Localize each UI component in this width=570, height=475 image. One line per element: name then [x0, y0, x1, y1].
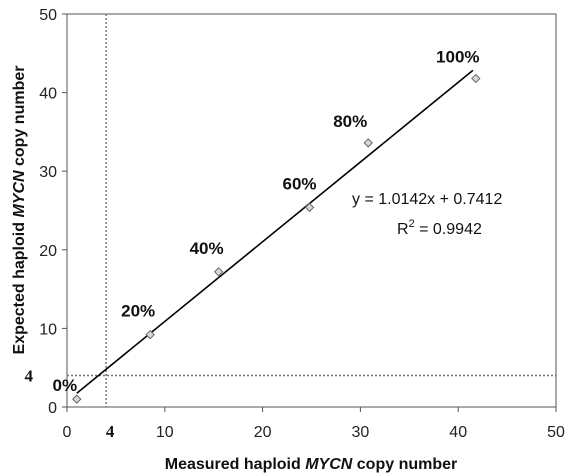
data-point	[145, 329, 155, 340]
y-axis-ticks: 0 10 20 30 40 50	[39, 7, 67, 417]
x-tick-label: 50	[547, 424, 565, 441]
plot-area	[66, 13, 557, 408]
data-point	[72, 394, 82, 404]
y-tick-label: 40	[39, 86, 57, 103]
x-axis-ticks: 0 10 20 30 40 50	[63, 407, 565, 441]
point-label: 0%	[52, 376, 77, 395]
x-tick-label: 20	[254, 424, 272, 441]
data-point	[363, 138, 373, 148]
y-tick-label: 0	[48, 400, 57, 417]
point-label: 80%	[333, 112, 367, 131]
data-point	[304, 202, 315, 213]
y-tick-label: 30	[39, 164, 57, 181]
data-point	[471, 73, 481, 84]
x-tick-label: 10	[156, 424, 174, 441]
y-axis-title: Expected haploid MYCN copy number	[11, 66, 28, 355]
x-threshold-label: 4	[106, 422, 115, 441]
r-squared: R2 = 0.9942	[397, 218, 482, 238]
y-tick-label: 10	[39, 321, 57, 338]
x-tick-label: 30	[352, 424, 370, 441]
point-label: 60%	[283, 174, 317, 193]
point-label: 100%	[436, 47, 479, 66]
data-points: 0% 20% 40% 60% 80% 100%	[52, 47, 481, 404]
y-threshold-label: 4	[25, 367, 34, 386]
point-label: 20%	[121, 302, 155, 321]
data-point	[213, 267, 224, 277]
x-axis-title: Measured haploid MYCN copy number	[165, 456, 457, 473]
trendline-equation: y = 1.0142x + 0.7412	[352, 191, 502, 208]
y-tick-label: 50	[39, 7, 57, 24]
x-tick-label: 40	[449, 424, 467, 441]
y-tick-label: 20	[39, 243, 57, 260]
point-label: 40%	[190, 239, 224, 258]
r-squared-superscript: 2	[409, 218, 415, 230]
trendline	[76, 69, 474, 394]
x-tick-label: 0	[63, 424, 72, 441]
